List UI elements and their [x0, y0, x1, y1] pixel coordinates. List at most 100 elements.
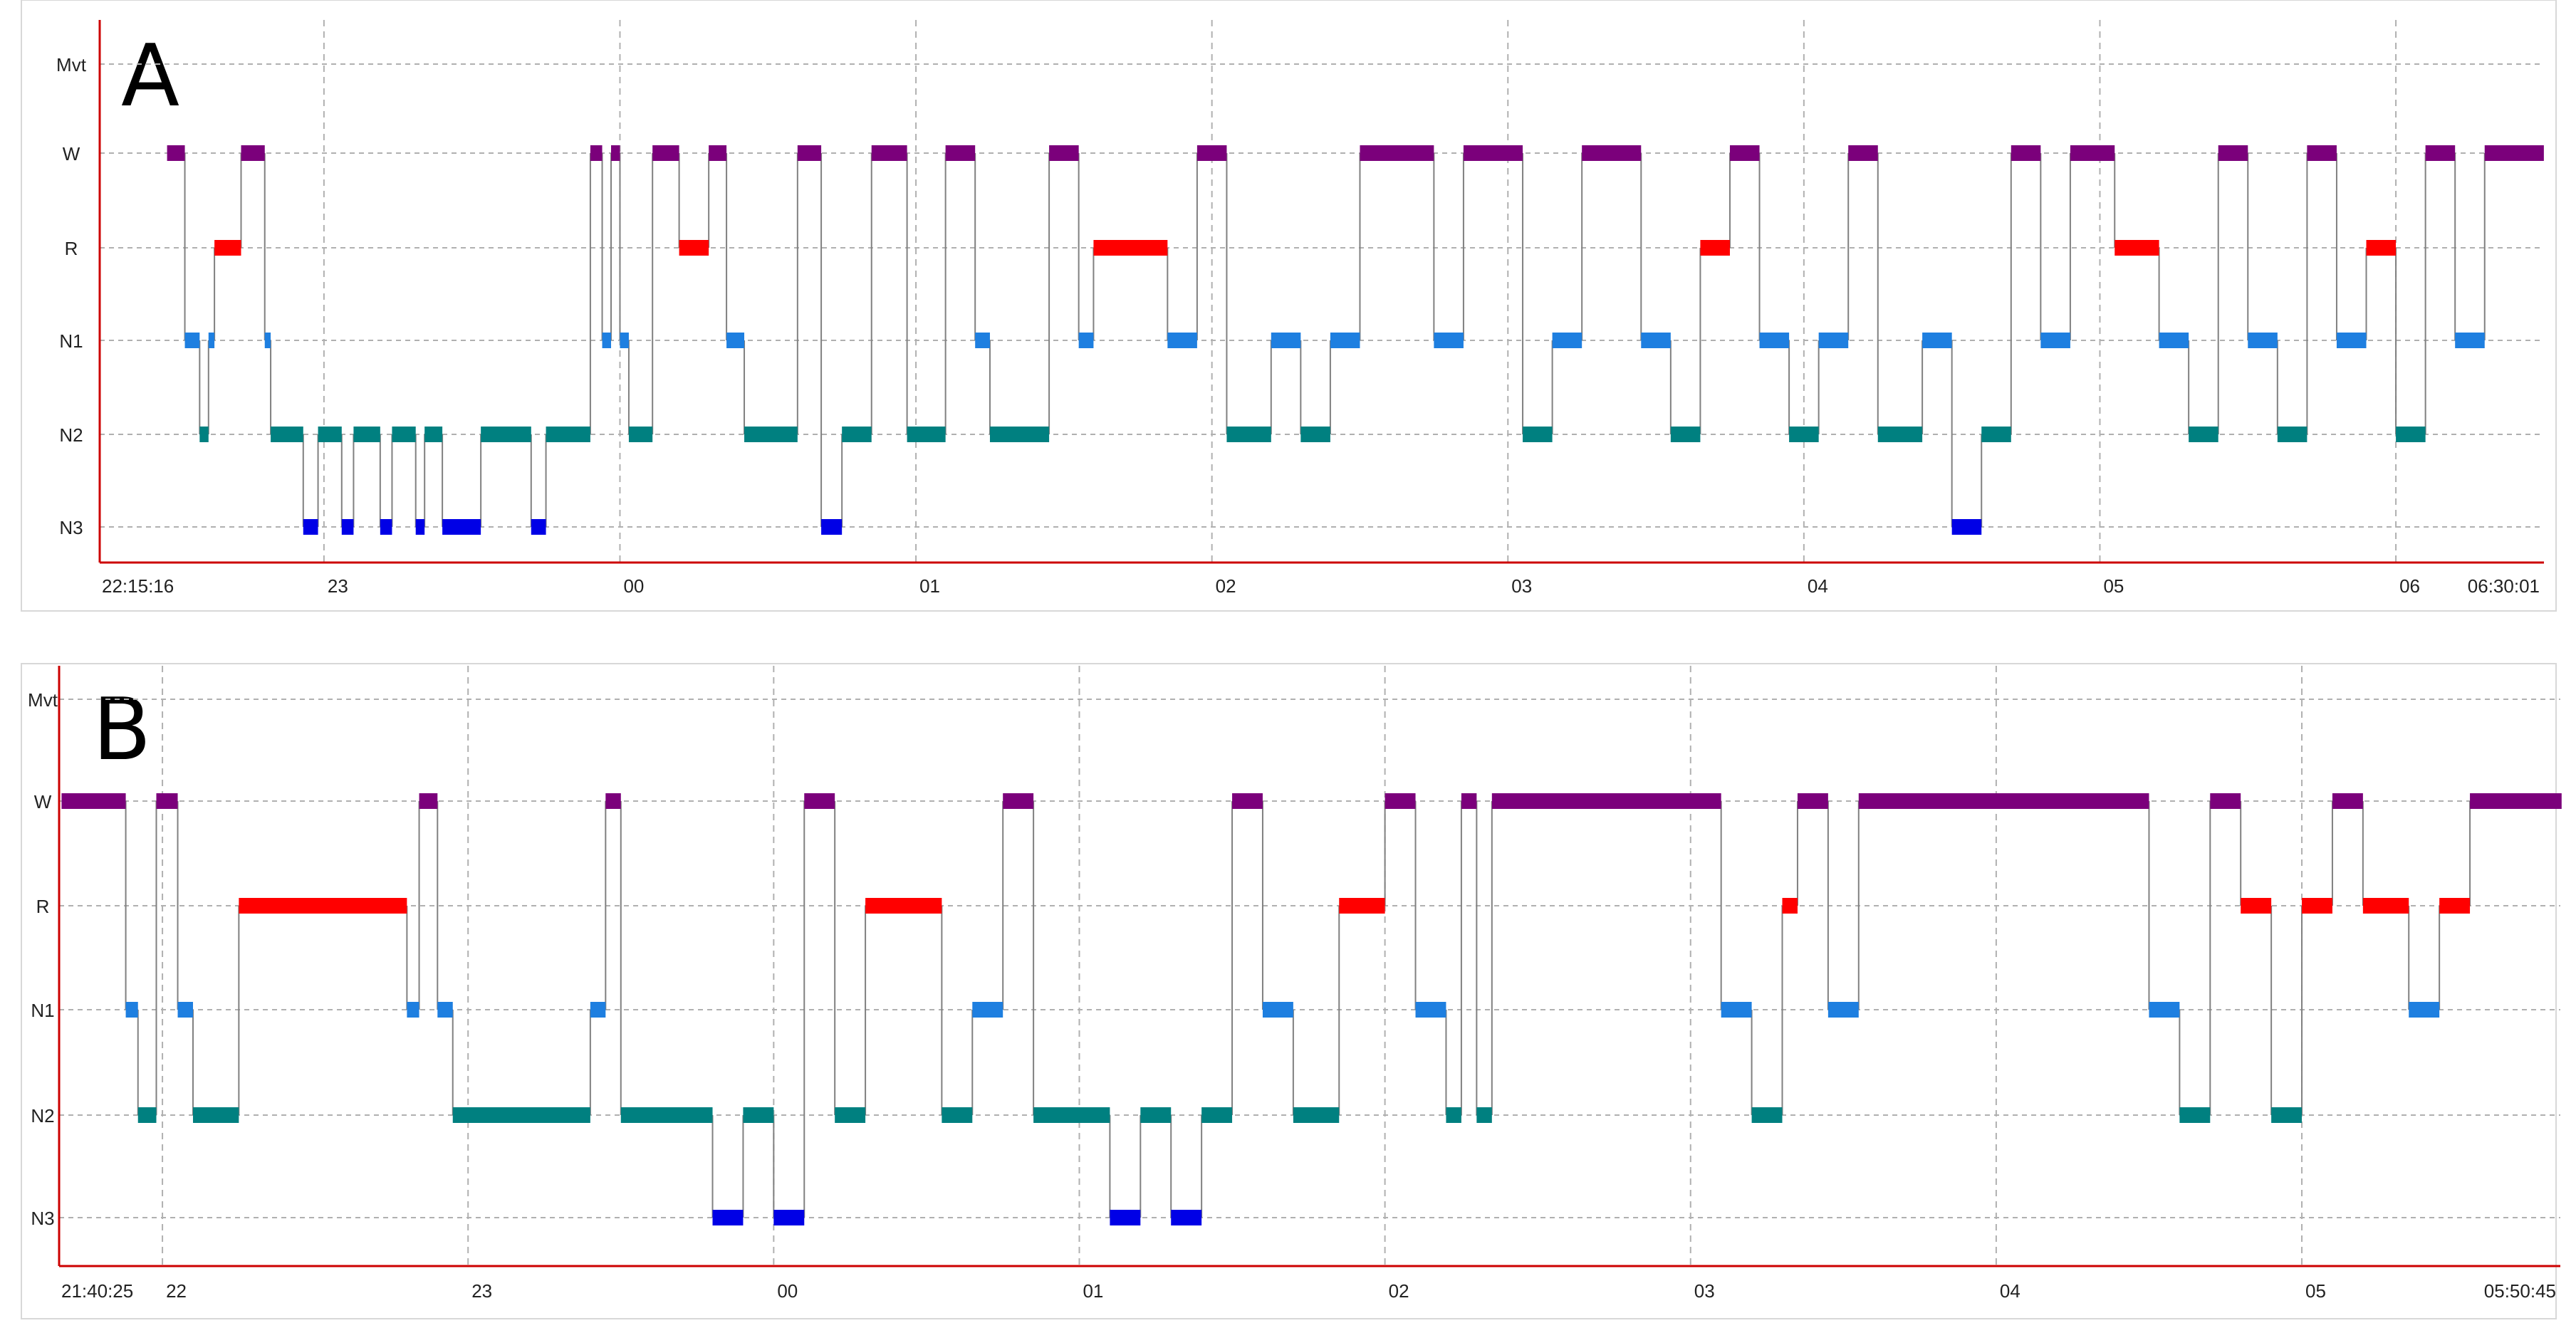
stage-bar-n1: [1641, 333, 1671, 348]
stage-bar-n3: [380, 519, 392, 535]
x-tick-label: 04: [2000, 1280, 2020, 1302]
stage-bar-n2: [1981, 427, 2011, 442]
stage-bar-r: [865, 898, 942, 914]
stage-bar-n1: [177, 1002, 193, 1018]
stage-label-mvt: Mvt: [28, 689, 58, 711]
stage-bar-n2: [137, 1107, 157, 1123]
stage-bar-n1: [2455, 333, 2485, 348]
stage-bar-n1: [2040, 333, 2070, 348]
stage-bar-n1: [590, 1002, 606, 1018]
stage-bar-n1: [1262, 1002, 1293, 1018]
stage-bar-n1: [602, 333, 612, 348]
stage-bar-n1: [1818, 333, 1849, 348]
stage-bar-n3: [773, 1210, 805, 1225]
stage-bar-n2: [2271, 1107, 2303, 1123]
stage-bar-n1: [264, 333, 271, 348]
x-tick-label: 01: [919, 575, 940, 597]
stage-bar-n2: [546, 427, 590, 442]
stage-bar-n2: [628, 427, 653, 442]
stage-bar-n2: [1293, 1107, 1340, 1123]
stage-bar-w: [1858, 793, 2149, 809]
stage-bar-n2: [1476, 1107, 1492, 1123]
stage-bar-w: [804, 793, 835, 809]
panel-b-label: B: [93, 681, 151, 780]
stage-bar-n3: [1110, 1210, 1141, 1225]
stage-bar-n2: [907, 427, 946, 442]
stage-bar-n2: [1789, 427, 1819, 442]
stage-bar-w: [1797, 793, 1828, 809]
stage-bar-n3: [1951, 519, 1982, 535]
stage-bar-w: [1232, 793, 1263, 809]
stage-bar-r: [1700, 240, 1730, 256]
stage-bar-n2: [424, 427, 443, 442]
stage-bar-w: [1003, 793, 1034, 809]
stage-label-n3: N3: [31, 1208, 54, 1229]
x-tick-label: 02: [1389, 1280, 1409, 1302]
stage-bar-n1: [726, 333, 745, 348]
hypnogram-panel-a: A Mvt W R N1 N2 N3 22:15:16 23 00 01 02 03 04 05 06 06…: [21, 0, 2557, 612]
stage-bar-w: [1848, 145, 1878, 161]
stage-bar-r: [214, 240, 241, 256]
panel-b-grid: [59, 666, 2560, 1266]
stage-bar-w: [605, 793, 621, 809]
x-tick-label: 05: [2103, 575, 2124, 597]
stage-bar-w: [1385, 793, 1416, 809]
stage-bar-w: [2484, 145, 2544, 161]
stage-bar-n2: [1300, 427, 1330, 442]
stage-bar-n2: [1751, 1107, 1783, 1123]
stage-bar-n2: [743, 1107, 774, 1123]
stage-bar-n3: [821, 519, 843, 535]
stage-bar-w: [156, 793, 178, 809]
stage-bar-n1: [1271, 333, 1301, 348]
stage-bar-n2: [989, 427, 1050, 442]
stage-bar-w: [241, 145, 265, 161]
stage-label-mvt: Mvt: [56, 54, 87, 75]
stage-bar-w: [1582, 145, 1642, 161]
stage-label-n2: N2: [31, 1105, 54, 1126]
stage-bar-n2: [835, 1107, 866, 1123]
panel-a-labels: Mvt W R N1 N2 N3: [56, 54, 87, 538]
x-tick-label: 05:50:45: [2484, 1280, 2556, 1302]
panel-b-labels: Mvt W R N1 N2 N3: [28, 689, 58, 1229]
x-tick-label: 22:15:16: [102, 575, 174, 597]
stage-bar-w: [1729, 145, 1760, 161]
stage-bar-n3: [531, 519, 546, 535]
stage-bar-n2: [620, 1107, 713, 1123]
stage-bar-n3: [415, 519, 425, 535]
stage-label-n2: N2: [59, 424, 83, 446]
panel-a-axes: 22:15:16 23 00 01 02 03 04 05 06 06:30:01: [98, 20, 2544, 597]
x-tick-label: 01: [1083, 1280, 1103, 1302]
stage-bar-w: [1196, 145, 1227, 161]
stage-bar-n3: [1171, 1210, 1202, 1225]
hypnogram-panel-b: B Mvt W R N1 N2 N3 21:40:25 22 23 00 01 02 03 04 05 05…: [21, 663, 2562, 1319]
stage-label-r: R: [36, 896, 50, 917]
stage-bar-n1: [1827, 1002, 1859, 1018]
stage-label-r: R: [65, 238, 78, 259]
stage-bar-n1: [2248, 333, 2278, 348]
x-tick-label: 02: [1216, 575, 1236, 597]
stage-bar-w: [2425, 145, 2456, 161]
x-tick-label: 06:30:01: [2468, 575, 2540, 597]
stage-bar-r: [1339, 898, 1385, 914]
stage-bar-n1: [125, 1002, 138, 1018]
stage-bar-w: [2210, 793, 2241, 809]
stage-bar-n2: [1446, 1107, 1461, 1123]
panel-b-trace: [125, 801, 2471, 1218]
stage-bar-w: [419, 793, 438, 809]
stage-bar-n1: [1330, 333, 1360, 348]
stage-bar-w: [61, 793, 126, 809]
x-tick-label: 23: [328, 575, 348, 597]
stage-bar-w: [2218, 145, 2248, 161]
stage-bar-n2: [942, 1107, 973, 1123]
panel-a-frame: [21, 0, 2557, 612]
x-tick-label: 03: [1511, 575, 1532, 597]
stage-bar-w: [2332, 793, 2363, 809]
stage-bar-n2: [318, 427, 342, 442]
stage-bar-w: [2011, 145, 2041, 161]
stage-bar-n2: [1523, 427, 1553, 442]
x-tick-label: 06: [2399, 575, 2420, 597]
panel-b-frame: [21, 663, 2557, 1319]
stage-bar-n2: [2189, 427, 2218, 442]
stage-bar-w: [1360, 145, 1434, 161]
stage-bar-r: [679, 240, 709, 256]
